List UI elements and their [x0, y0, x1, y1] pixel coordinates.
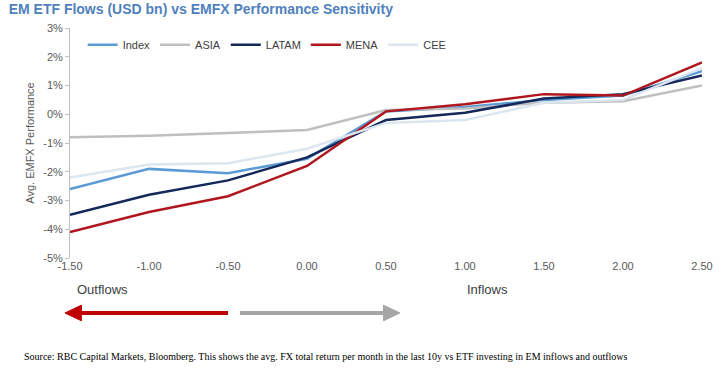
svg-text:3%: 3% [47, 22, 63, 34]
svg-text:-1.00: -1.00 [136, 260, 161, 272]
svg-text:-4%: -4% [43, 223, 63, 235]
svg-text:ASIA: ASIA [195, 39, 221, 51]
svg-text:LATAM: LATAM [266, 39, 301, 51]
svg-text:0.50: 0.50 [375, 260, 396, 272]
svg-text:-5%: -5% [43, 252, 63, 264]
svg-text:2%: 2% [47, 51, 63, 63]
svg-text:0%: 0% [47, 108, 63, 120]
svg-text:-1.50: -1.50 [57, 260, 82, 272]
svg-text:-0.50: -0.50 [215, 260, 240, 272]
svg-text:-2%: -2% [43, 166, 63, 178]
svg-text:Inflows: Inflows [467, 282, 508, 297]
svg-text:1.50: 1.50 [533, 260, 554, 272]
svg-text:1%: 1% [47, 79, 63, 91]
svg-text:EM ETF Flows (USD bn) vs EMFX: EM ETF Flows (USD bn) vs EMFX Performanc… [9, 1, 394, 17]
svg-text:2.50: 2.50 [691, 260, 712, 272]
svg-text:-3%: -3% [43, 194, 63, 206]
svg-text:-1%: -1% [43, 137, 63, 149]
svg-text:Source: RBC Capital Markets, B: Source: RBC Capital Markets, Bloomberg. … [24, 351, 628, 362]
svg-text:Avg. EMFX Performance: Avg. EMFX Performance [24, 82, 36, 203]
svg-text:2.00: 2.00 [612, 260, 633, 272]
svg-text:1.00: 1.00 [454, 260, 475, 272]
svg-text:0.00: 0.00 [296, 260, 317, 272]
svg-text:CEE: CEE [423, 39, 446, 51]
svg-text:Index: Index [123, 39, 150, 51]
svg-text:MENA: MENA [346, 39, 378, 51]
svg-text:Outflows: Outflows [77, 282, 128, 297]
